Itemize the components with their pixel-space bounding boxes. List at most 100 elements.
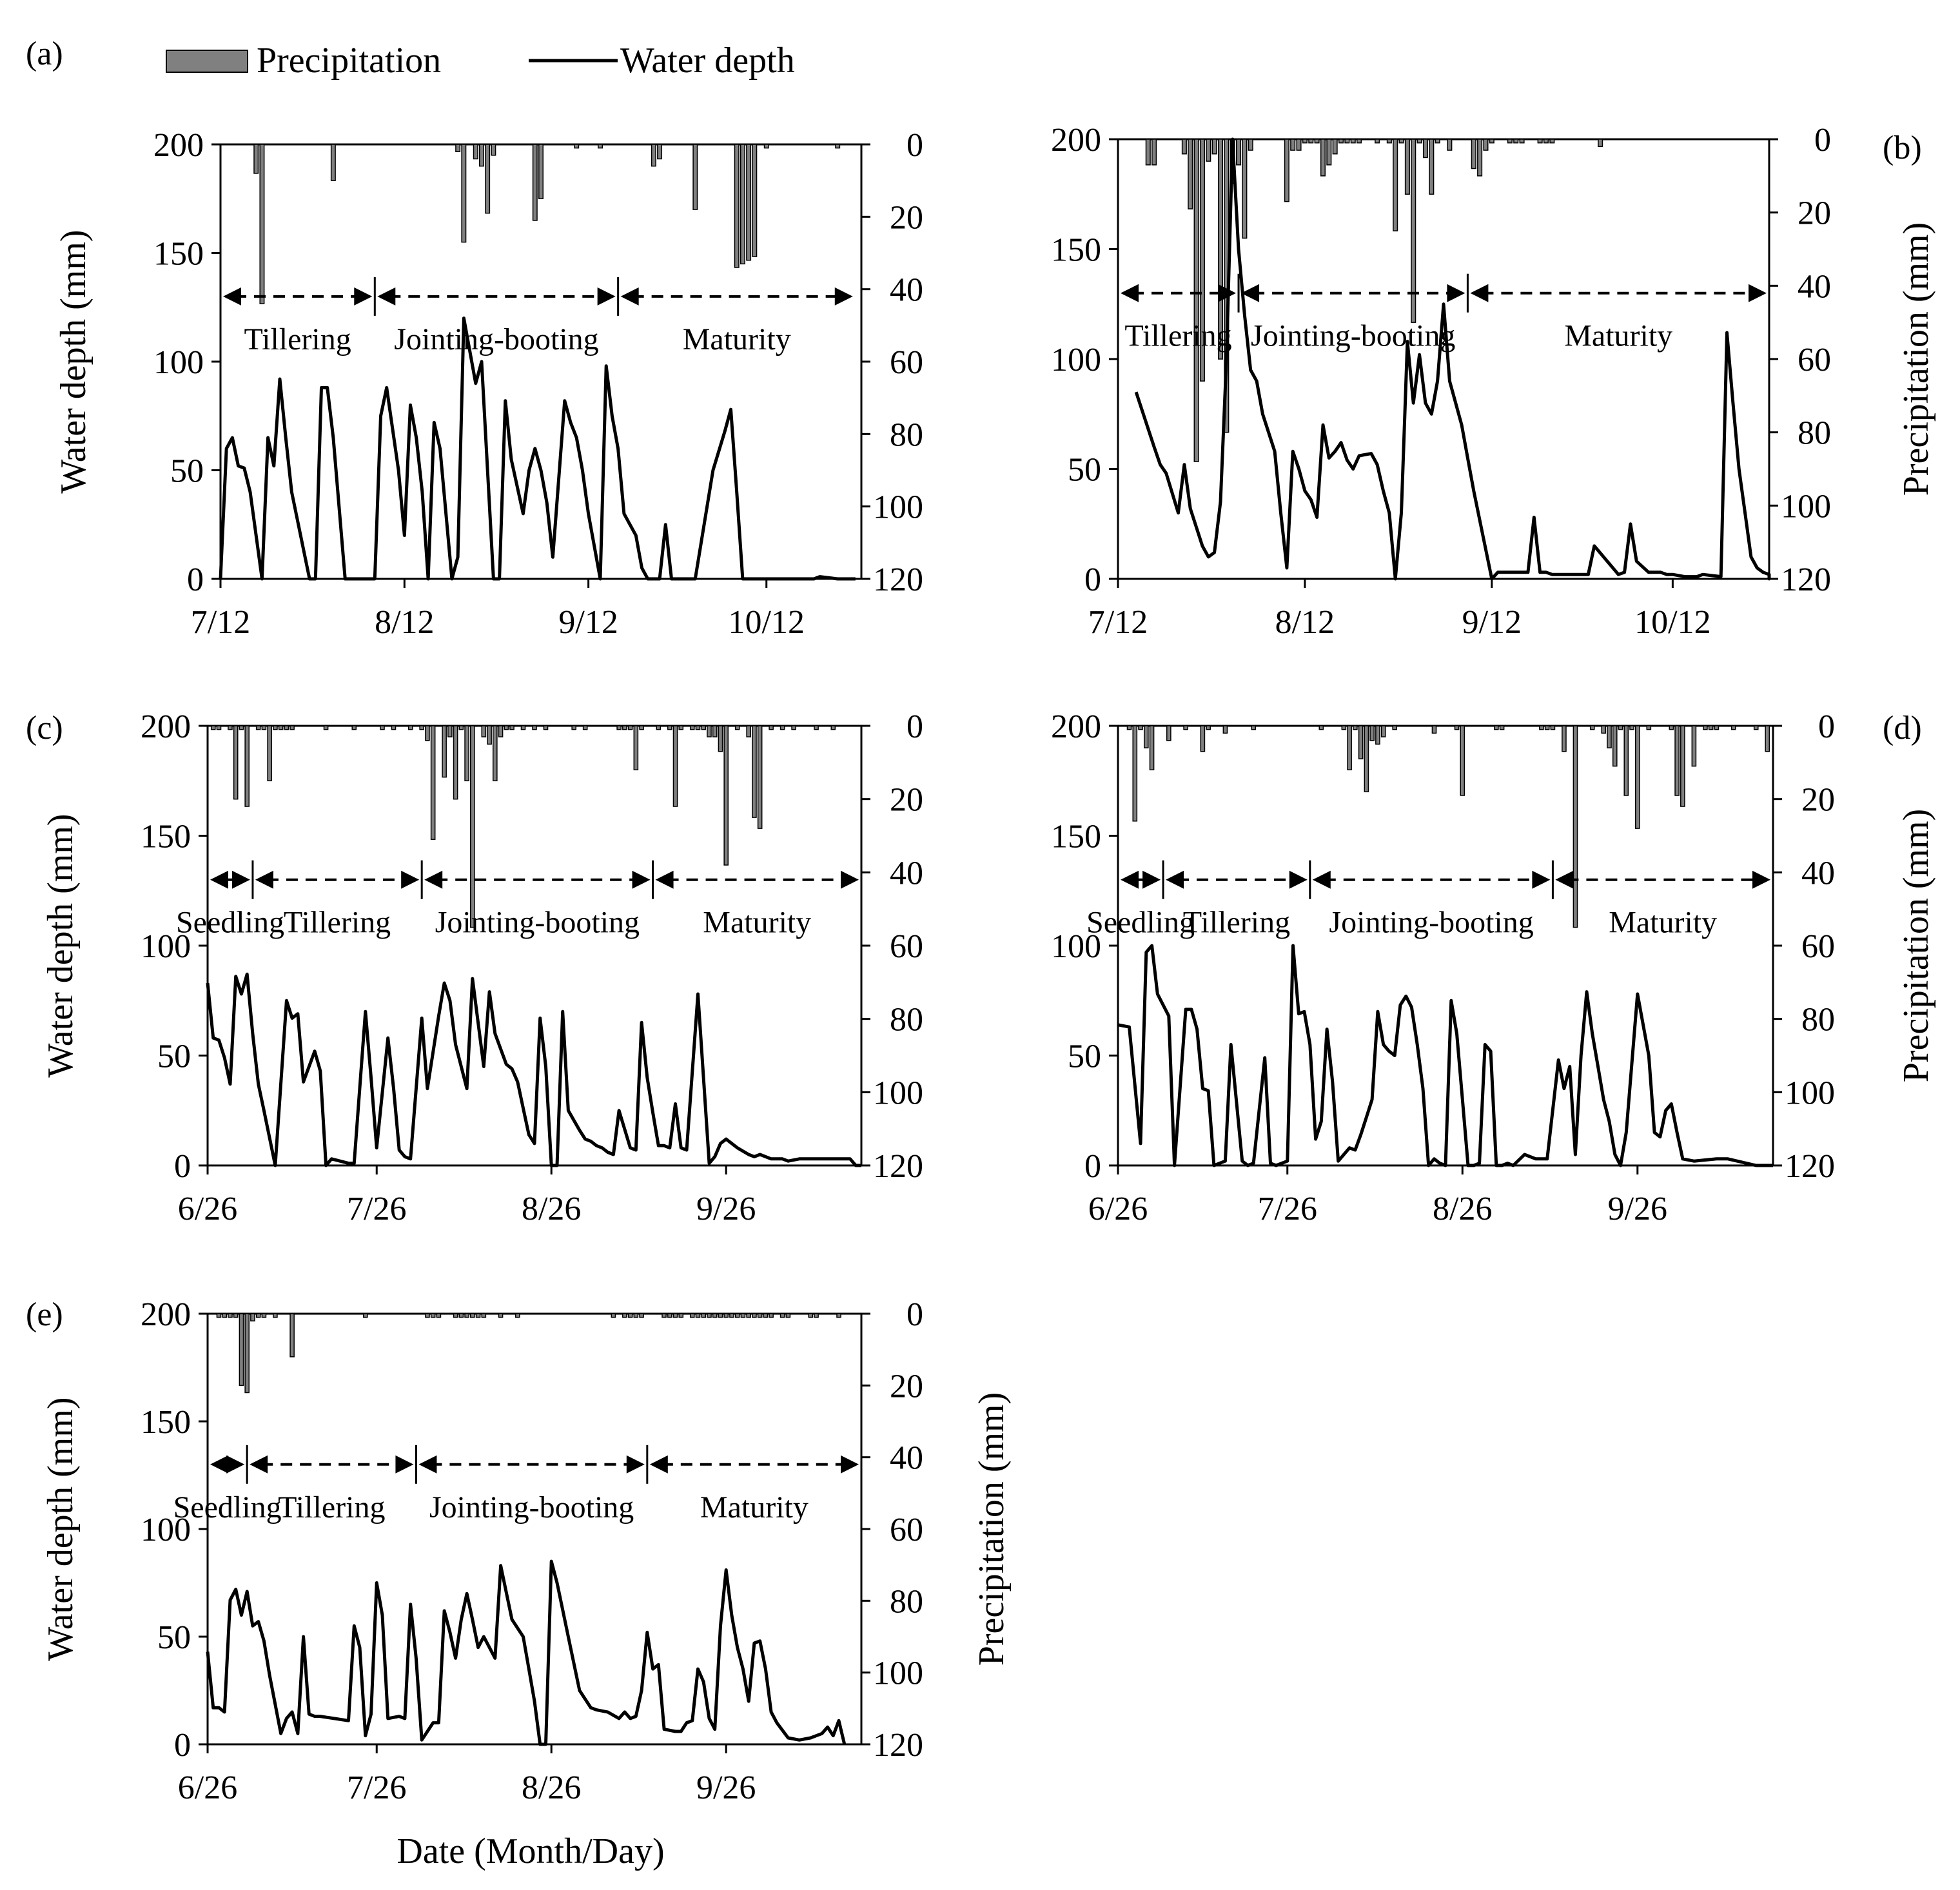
precipitation-bar — [752, 1313, 757, 1318]
precipitation-bar — [746, 1313, 751, 1318]
left-tick-label: 0 — [1084, 561, 1101, 598]
precipitation-bar — [1296, 139, 1302, 151]
precipitation-bar — [1573, 725, 1578, 928]
right-tick-label: 80 — [1798, 415, 1831, 452]
precipitation-bar — [1618, 725, 1623, 730]
precipitation-bar — [362, 1313, 368, 1318]
precipitation-bar — [255, 1313, 261, 1318]
stage-label: Tillering — [278, 1490, 385, 1525]
precipitation-bar — [1537, 139, 1543, 144]
precipitation-bar — [1353, 725, 1358, 730]
precipitation-bar — [473, 144, 478, 160]
precipitation-bar — [718, 725, 723, 752]
right-tick-label: 0 — [1818, 708, 1835, 745]
left-tick-label: 100 — [1051, 342, 1101, 378]
precipitation-bar — [543, 725, 549, 730]
right-tick-label: 0 — [906, 1296, 923, 1333]
stage-arrow-left — [210, 1455, 228, 1474]
stage-arrow-left — [620, 287, 639, 306]
precipitation-bar — [461, 144, 467, 243]
precipitation-bar — [425, 725, 430, 741]
x-tick-label: 8/12 — [375, 604, 434, 641]
right-tick-label: 60 — [890, 928, 923, 965]
precipitation-bar — [1753, 725, 1759, 730]
right-tick-label: 20 — [1798, 195, 1831, 232]
precipitation-bar — [1471, 139, 1476, 170]
precipitation-bar — [453, 1313, 458, 1318]
stage-arrow-right — [231, 870, 250, 889]
right-tick-label: 20 — [890, 1368, 923, 1405]
legend-precipitation-label: Precipitation — [257, 41, 441, 81]
precipitation-bar — [1380, 725, 1386, 737]
x-tick-label: 8/26 — [1433, 1191, 1492, 1227]
stage-arrow-right — [1749, 284, 1767, 302]
right-tick-label: 60 — [1798, 342, 1831, 378]
precipitation-bar — [222, 1313, 228, 1318]
precipitation-bar — [1598, 139, 1603, 148]
right-tick-label: 60 — [890, 1512, 923, 1548]
precipitation-bar — [259, 144, 265, 304]
precipitation-bar — [1341, 725, 1347, 730]
x-tick-label: 9/26 — [696, 1191, 756, 1227]
precipitation-bar — [1589, 725, 1595, 730]
precipitation-bar — [1222, 725, 1228, 734]
stage-arrow-left — [1121, 870, 1139, 889]
x-tick-label: 7/12 — [1088, 604, 1148, 641]
x-tick-label: 8/12 — [1275, 604, 1335, 641]
stage-arrow-left — [418, 1455, 437, 1474]
precipitation-bar — [712, 1313, 718, 1318]
precipitation-series — [1126, 725, 1770, 928]
precipitation-bar — [244, 725, 250, 807]
stage-label: Maturity — [1609, 906, 1717, 940]
precipitation-bar — [1629, 725, 1634, 730]
precipitation-bar — [250, 1313, 255, 1321]
x-tick-label: 6/26 — [1088, 1191, 1148, 1227]
stage-arrow-left — [223, 287, 241, 306]
precipitation-bar — [1703, 725, 1708, 730]
right-tick-label: 100 — [873, 489, 923, 526]
left-tick-label: 50 — [1068, 1038, 1101, 1075]
stage-label: Tillering — [284, 906, 391, 940]
precipitation-bar — [707, 725, 712, 737]
precipitation-bar — [538, 144, 544, 199]
precipitation-series — [1145, 139, 1603, 462]
stage-arrow-left — [377, 287, 396, 306]
right-tick-label: 100 — [873, 1075, 923, 1111]
stage-arrow-right — [626, 1455, 645, 1474]
precipitation-bar — [532, 144, 538, 221]
left-tick-label: 50 — [1068, 452, 1101, 489]
precipitation-bar — [407, 725, 413, 730]
precipitation-bar — [1460, 725, 1465, 796]
precipitation-bar — [267, 725, 272, 781]
right-tick-label: 40 — [890, 855, 923, 891]
right-tick-label: 80 — [890, 1002, 923, 1038]
precipitation-bar — [239, 1313, 244, 1387]
precipitation-bar — [1193, 139, 1199, 462]
precipitation-bar — [1519, 139, 1525, 144]
precipitation-bar — [1126, 725, 1132, 730]
precipitation-bar — [323, 725, 329, 730]
precipitation-bar — [493, 725, 498, 781]
precipitation-bar — [261, 1313, 267, 1318]
stage-label: Jointing-booting — [1251, 319, 1455, 353]
precipitation-bar — [504, 725, 509, 730]
precipitation-bar — [1499, 725, 1505, 730]
precipitation-bar — [616, 725, 622, 730]
stage-arrow-right — [597, 287, 616, 306]
precipitation-bar — [532, 725, 537, 730]
precipitation-bar — [1152, 139, 1157, 166]
left-axis-title: Water depth (mm) — [54, 229, 93, 493]
precipitation-bar — [808, 1313, 814, 1318]
precipitation-bar — [1680, 725, 1685, 807]
precipitation-bar — [757, 725, 763, 829]
precipitation-bar — [478, 144, 484, 167]
x-tick-label: 6/26 — [178, 1191, 237, 1227]
stage-label: Tillering — [1124, 319, 1231, 353]
x-tick-label: 7/26 — [347, 1191, 406, 1227]
precipitation-bar — [1181, 139, 1187, 155]
precipitation-bar — [667, 1313, 672, 1318]
precipitation-bar — [746, 144, 752, 261]
x-tick-label: 9/26 — [1608, 1191, 1667, 1227]
precipitation-bar — [1248, 139, 1253, 151]
